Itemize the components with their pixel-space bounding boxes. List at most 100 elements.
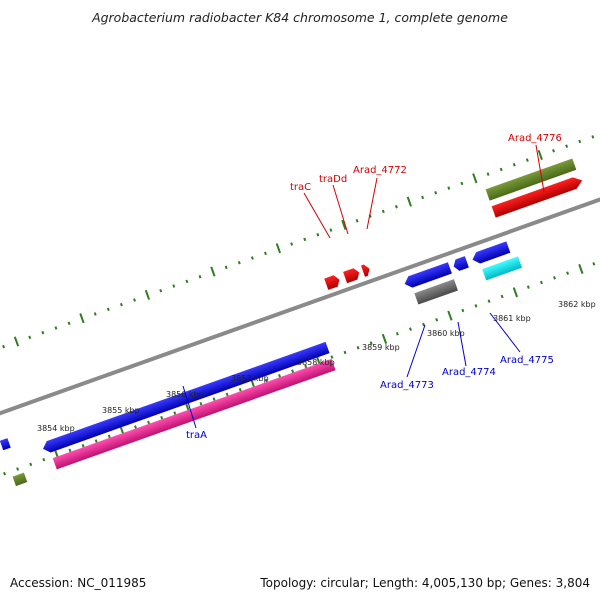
minor-tick (172, 284, 176, 288)
minor-tick (16, 467, 20, 471)
gene-label-arad-4774[interactable]: Arad_4774 (442, 367, 496, 378)
gene-arad-4773[interactable] (414, 279, 458, 305)
accession-text: Accession: NC_011985 (10, 576, 147, 590)
minor-tick (94, 439, 98, 443)
gene-arad-4773-blue[interactable] (403, 262, 452, 289)
gene-arad-4775-blue[interactable] (470, 241, 511, 265)
genome-track-group (0, 135, 600, 487)
minor-tick (238, 387, 242, 392)
scale-label: 3857 kbp (231, 374, 269, 383)
major-tick (537, 149, 543, 161)
gene-arad-4776[interactable] (491, 175, 585, 218)
leader-line (457, 321, 467, 367)
minor-tick (107, 434, 111, 439)
minor-tick (29, 462, 33, 467)
minor-tick (499, 167, 503, 172)
gene-left-small-green[interactable] (12, 472, 28, 487)
leader-line (332, 184, 349, 235)
minor-tick (566, 271, 570, 275)
major-tick (144, 289, 151, 300)
minor-tick (106, 307, 110, 312)
gene-label-tra-a[interactable]: traA (186, 430, 207, 441)
minor-tick (304, 364, 308, 369)
forward-strand (0, 158, 585, 451)
minor-tick (134, 425, 137, 429)
gene-label-arad-4775[interactable]: Arad_4775 (500, 355, 554, 366)
gene-left-small-blue[interactable] (0, 438, 11, 451)
gene-label-arad-4776[interactable]: Arad_4776 (508, 133, 562, 144)
minor-tick (553, 276, 556, 280)
minor-tick (160, 415, 164, 420)
scale-label: 3854 kbp (37, 424, 75, 433)
minor-tick (225, 392, 229, 397)
scale-label: 3856 kbp (166, 390, 204, 399)
minor-tick (591, 135, 595, 139)
minor-tick (2, 344, 6, 349)
gene-label-tradd[interactable]: traDd (319, 174, 347, 185)
major-tick (210, 266, 216, 277)
minor-tick (539, 280, 543, 285)
gene-arad-4776-green[interactable] (485, 158, 577, 201)
gene-tra-a[interactable] (52, 358, 336, 470)
scale-label: 3861 kbp (493, 314, 531, 323)
minor-tick (278, 374, 281, 378)
minor-tick (369, 341, 373, 345)
leader-line (489, 312, 521, 353)
scale-labels: 3854 kbp 3855 kbp 3856 kbp 3857 kbp 3858… (37, 300, 596, 433)
map-title: Agrobacterium radiobacter K84 chromosome… (92, 10, 508, 25)
minor-tick (461, 308, 465, 313)
minor-tick (3, 471, 6, 476)
major-tick (447, 310, 453, 321)
gene-trac[interactable] (324, 274, 341, 290)
minor-tick (355, 218, 359, 223)
minor-tick (198, 274, 202, 279)
leader-line (182, 385, 197, 429)
genome-backbone (0, 162, 600, 449)
minor-tick (422, 322, 426, 327)
gene-arad-4772[interactable] (360, 263, 372, 277)
minor-tick (119, 302, 123, 307)
minor-tick (93, 312, 97, 316)
reverse-strand (12, 241, 523, 487)
minor-tick (290, 242, 294, 246)
minor-tick (474, 304, 478, 308)
leader-line (366, 177, 378, 230)
minor-tick (592, 262, 596, 266)
gene-label-arad-4772[interactable]: Arad_4772 (353, 165, 407, 176)
minor-tick (291, 369, 295, 373)
minor-tick (237, 260, 241, 265)
gene-label-arad-4773[interactable]: Arad_4773 (380, 380, 434, 391)
minor-tick (487, 299, 491, 303)
minor-tick (565, 144, 569, 148)
minor-tick (212, 397, 216, 401)
major-tick (341, 219, 347, 230)
major-tick (406, 196, 412, 207)
minor-tick (395, 332, 399, 336)
minor-tick (525, 158, 529, 162)
forward-gene-labels: traC traDd Arad_4772 Arad_4776 (290, 133, 562, 239)
minor-tick (421, 195, 425, 200)
scale-label: 3859 kbp (362, 343, 400, 352)
leader-line (303, 192, 331, 239)
major-tick (472, 173, 478, 184)
minor-tick (409, 327, 412, 331)
gene-arad-4774[interactable] (452, 256, 469, 272)
minor-tick (68, 448, 72, 453)
inner-tick-ring (3, 262, 596, 476)
gene-tradd[interactable] (343, 267, 361, 284)
minor-tick (394, 205, 398, 209)
gene-arad-4775[interactable] (482, 256, 523, 281)
minor-tick (67, 321, 71, 326)
minor-tick (173, 411, 177, 415)
scale-label: 3862 kbp (558, 300, 596, 309)
gene-label-trac[interactable]: traC (290, 182, 311, 193)
minor-tick (199, 401, 203, 406)
minor-tick (316, 232, 320, 237)
scale-label: 3855 kbp (102, 406, 140, 415)
leader-line (406, 324, 426, 378)
minor-tick (250, 256, 254, 260)
major-tick (275, 243, 282, 254)
minor-tick (512, 163, 516, 167)
minor-tick (500, 294, 504, 299)
